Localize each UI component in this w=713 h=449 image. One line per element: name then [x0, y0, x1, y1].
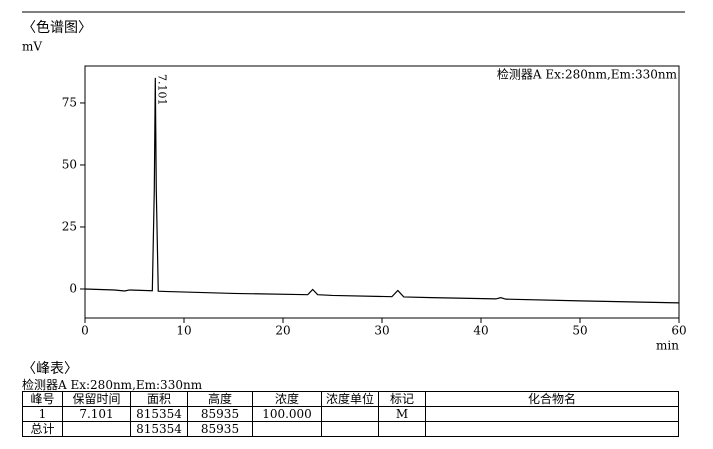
table-cell: M [378, 406, 426, 422]
series-label: 检测器A Ex:280nm,Em:330nm [497, 67, 678, 82]
empty-cell [425, 421, 679, 437]
table-row: 总计 815354 85935 [22, 421, 679, 437]
peak-table: 峰号 保留时间 面积 高度 浓度 浓度单位 标记 化合物名 1 7.101 815354 85935 1… [22, 391, 679, 437]
table-title: 〈峰表〉 [22, 361, 78, 377]
table-detector: 检测器A Ex:280nm,Em:330nm [22, 378, 203, 392]
empty-cell [378, 421, 426, 437]
section-title: 〈色谱图〉 [22, 19, 92, 36]
y-tick-label: 50 [62, 157, 77, 171]
column-header: 峰号 [22, 391, 63, 407]
empty-cell [252, 421, 322, 437]
column-header: 标记 [378, 391, 426, 407]
peak-label: 7.101 [155, 74, 168, 106]
table-cell: 总计 [22, 421, 63, 437]
table-cell: 85935 [187, 421, 253, 437]
chromatogram: 〈色谱图〉 mV min 检测器A Ex:280nm,Em:330nm 0 25 5… [22, 11, 687, 353]
column-header: 面积 [130, 391, 188, 407]
table-row: 1 7.101 815354 85935 100.000 M [22, 406, 679, 422]
y-tick-label: 0 [69, 281, 77, 295]
table-cell: 85935 [187, 406, 253, 422]
table-row: 峰号 保留时间 面积 高度 浓度 浓度单位 标记 化合物名 [22, 391, 679, 407]
empty-cell [425, 406, 679, 422]
x-tick-label: 20 [275, 324, 290, 338]
table-cell: 815354 [130, 421, 188, 437]
column-header: 高度 [187, 391, 253, 407]
y-axis-label: mV [22, 40, 42, 54]
table-cell: 7.101 [62, 406, 131, 422]
table-cell: 815354 [130, 406, 188, 422]
trace [84, 77, 680, 304]
empty-cell [62, 421, 131, 437]
empty-cell [321, 406, 379, 422]
table-cell: 100.000 [252, 406, 322, 422]
column-header: 保留时间 [62, 391, 131, 407]
x-axis-label: min [656, 339, 679, 353]
column-header: 浓度单位 [321, 391, 379, 407]
column-header: 浓度 [252, 391, 322, 407]
x-tick-label: 50 [572, 324, 587, 338]
x-tick-label: 40 [473, 324, 488, 338]
y-tick-label: 25 [62, 219, 77, 233]
x-tick-label: 30 [374, 324, 389, 338]
column-header: 化合物名 [425, 391, 679, 407]
table-cell: 1 [22, 406, 63, 422]
y-tick-label: 75 [62, 95, 77, 109]
x-tick-label: 10 [176, 324, 191, 338]
plot-frame [84, 65, 680, 319]
empty-cell [321, 421, 379, 437]
x-tick-label: 60 [671, 324, 686, 338]
x-tick-label: 0 [81, 324, 89, 338]
